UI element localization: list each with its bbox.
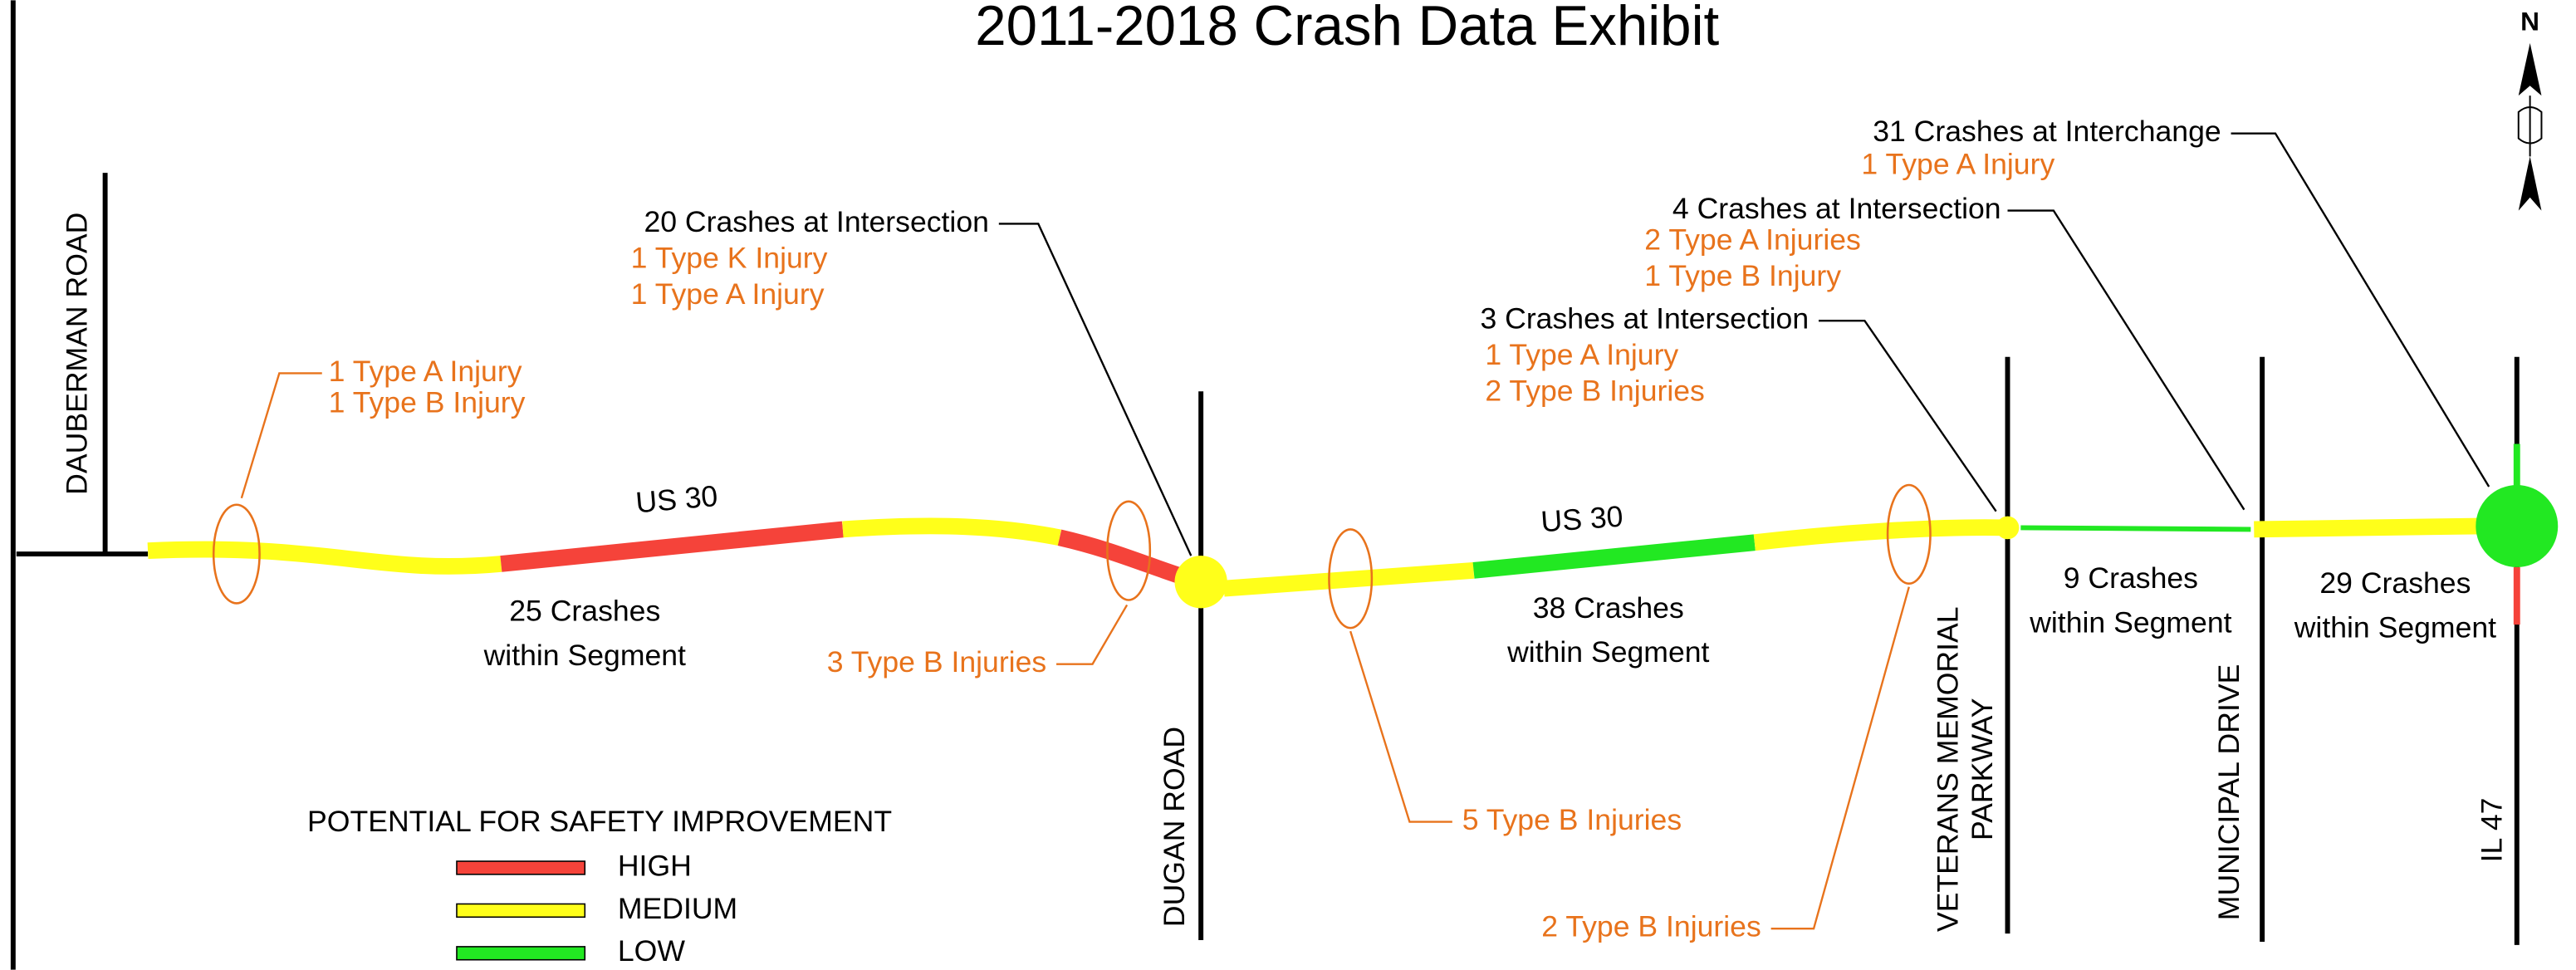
segment-medium xyxy=(1753,519,2008,551)
annotation: within Segment xyxy=(2029,606,2231,639)
legend-swatch xyxy=(456,903,586,919)
annotation: 3 Type B Injuries xyxy=(827,645,1046,679)
legend: HIGH MEDIUM LOW xyxy=(456,849,737,968)
leader xyxy=(2007,209,2245,511)
intersection-medium xyxy=(1174,556,1227,609)
title: 2011-2018 Crash Data Exhibit xyxy=(975,0,1719,57)
north-arrow-body xyxy=(2517,96,2543,157)
segment-high xyxy=(500,521,844,572)
ellipse xyxy=(1106,500,1152,601)
road-label: DAUBERMAN ROAD xyxy=(60,213,93,495)
segment-low xyxy=(1472,534,1756,579)
leader xyxy=(2231,132,2490,487)
annotation: 2 Type B Injuries xyxy=(1485,375,1704,408)
legend-label: HIGH xyxy=(618,849,692,882)
route-label: US 30 xyxy=(1540,500,1623,539)
annotation: 1 Type A Injury xyxy=(1861,148,2054,181)
leader xyxy=(998,223,1193,556)
annotation: 25 Crashes xyxy=(509,595,660,628)
annotation: 1 Type B Injury xyxy=(329,385,526,419)
ellipse xyxy=(1886,483,1932,585)
legend-swatch xyxy=(456,946,586,961)
leader xyxy=(1770,586,1910,930)
segment-medium xyxy=(1223,562,1475,597)
legend-title: POTENTIAL FOR SAFETY IMPROVEMENT xyxy=(307,805,892,838)
annotation: 2 Type A Injuries xyxy=(1644,223,1861,257)
segment-medium xyxy=(147,541,502,575)
leader xyxy=(1818,319,1997,512)
segment-medium xyxy=(2254,517,2481,538)
annotation: 1 Type A Injury xyxy=(329,355,522,388)
road-label: MUNICIPAL DRIVE xyxy=(2212,664,2245,921)
annotation: 1 Type K Injury xyxy=(631,241,828,274)
legend-label: LOW xyxy=(618,934,685,968)
annotation: 3 Crashes at Intersection xyxy=(1480,302,1809,336)
annotation: 1 Type B Injury xyxy=(1644,259,1841,292)
annotation: 5 Type B Injuries xyxy=(1462,803,1682,836)
segment-low xyxy=(2020,525,2251,532)
annotation: within Segment xyxy=(2294,610,2496,644)
annotation: 31 Crashes at Interchange xyxy=(1873,115,2221,148)
north-arrow xyxy=(2518,42,2542,211)
road-label: IL 47 xyxy=(2475,798,2508,863)
annotation: 2 Type B Injuries xyxy=(1541,910,1761,943)
annotation: 20 Crashes at Intersection xyxy=(644,205,988,238)
segment-medium xyxy=(842,517,1061,546)
route-label: US 30 xyxy=(634,479,719,519)
annotation: within Segment xyxy=(1506,635,1709,669)
interchange-low xyxy=(2476,485,2559,567)
annotation: 38 Crashes xyxy=(1533,591,1684,625)
ellipse xyxy=(212,503,261,605)
annotation: 29 Crashes xyxy=(2319,566,2471,600)
road-label: DUGAN ROAD xyxy=(1158,727,1191,927)
intersection-medium xyxy=(1996,516,2020,540)
annotation: within Segment xyxy=(483,639,686,672)
road-label: PARKWAY xyxy=(1966,698,1999,840)
annotation: 1 Type A Injury xyxy=(1485,338,1678,371)
road-label: VETERANS MEMORIAL xyxy=(1932,606,1965,932)
legend-label: MEDIUM xyxy=(618,892,737,925)
north-label: N xyxy=(2520,6,2539,36)
dauberman-road xyxy=(16,173,149,557)
leader xyxy=(1056,604,1129,665)
leader xyxy=(240,372,322,499)
annotation: 9 Crashes xyxy=(2064,561,2198,595)
annotation: 1 Type A Injury xyxy=(631,277,825,311)
leader xyxy=(1349,630,1452,823)
legend-swatch xyxy=(456,860,586,875)
ellipse xyxy=(1328,528,1374,630)
annotation: 4 Crashes at Intersection xyxy=(1672,192,2001,225)
